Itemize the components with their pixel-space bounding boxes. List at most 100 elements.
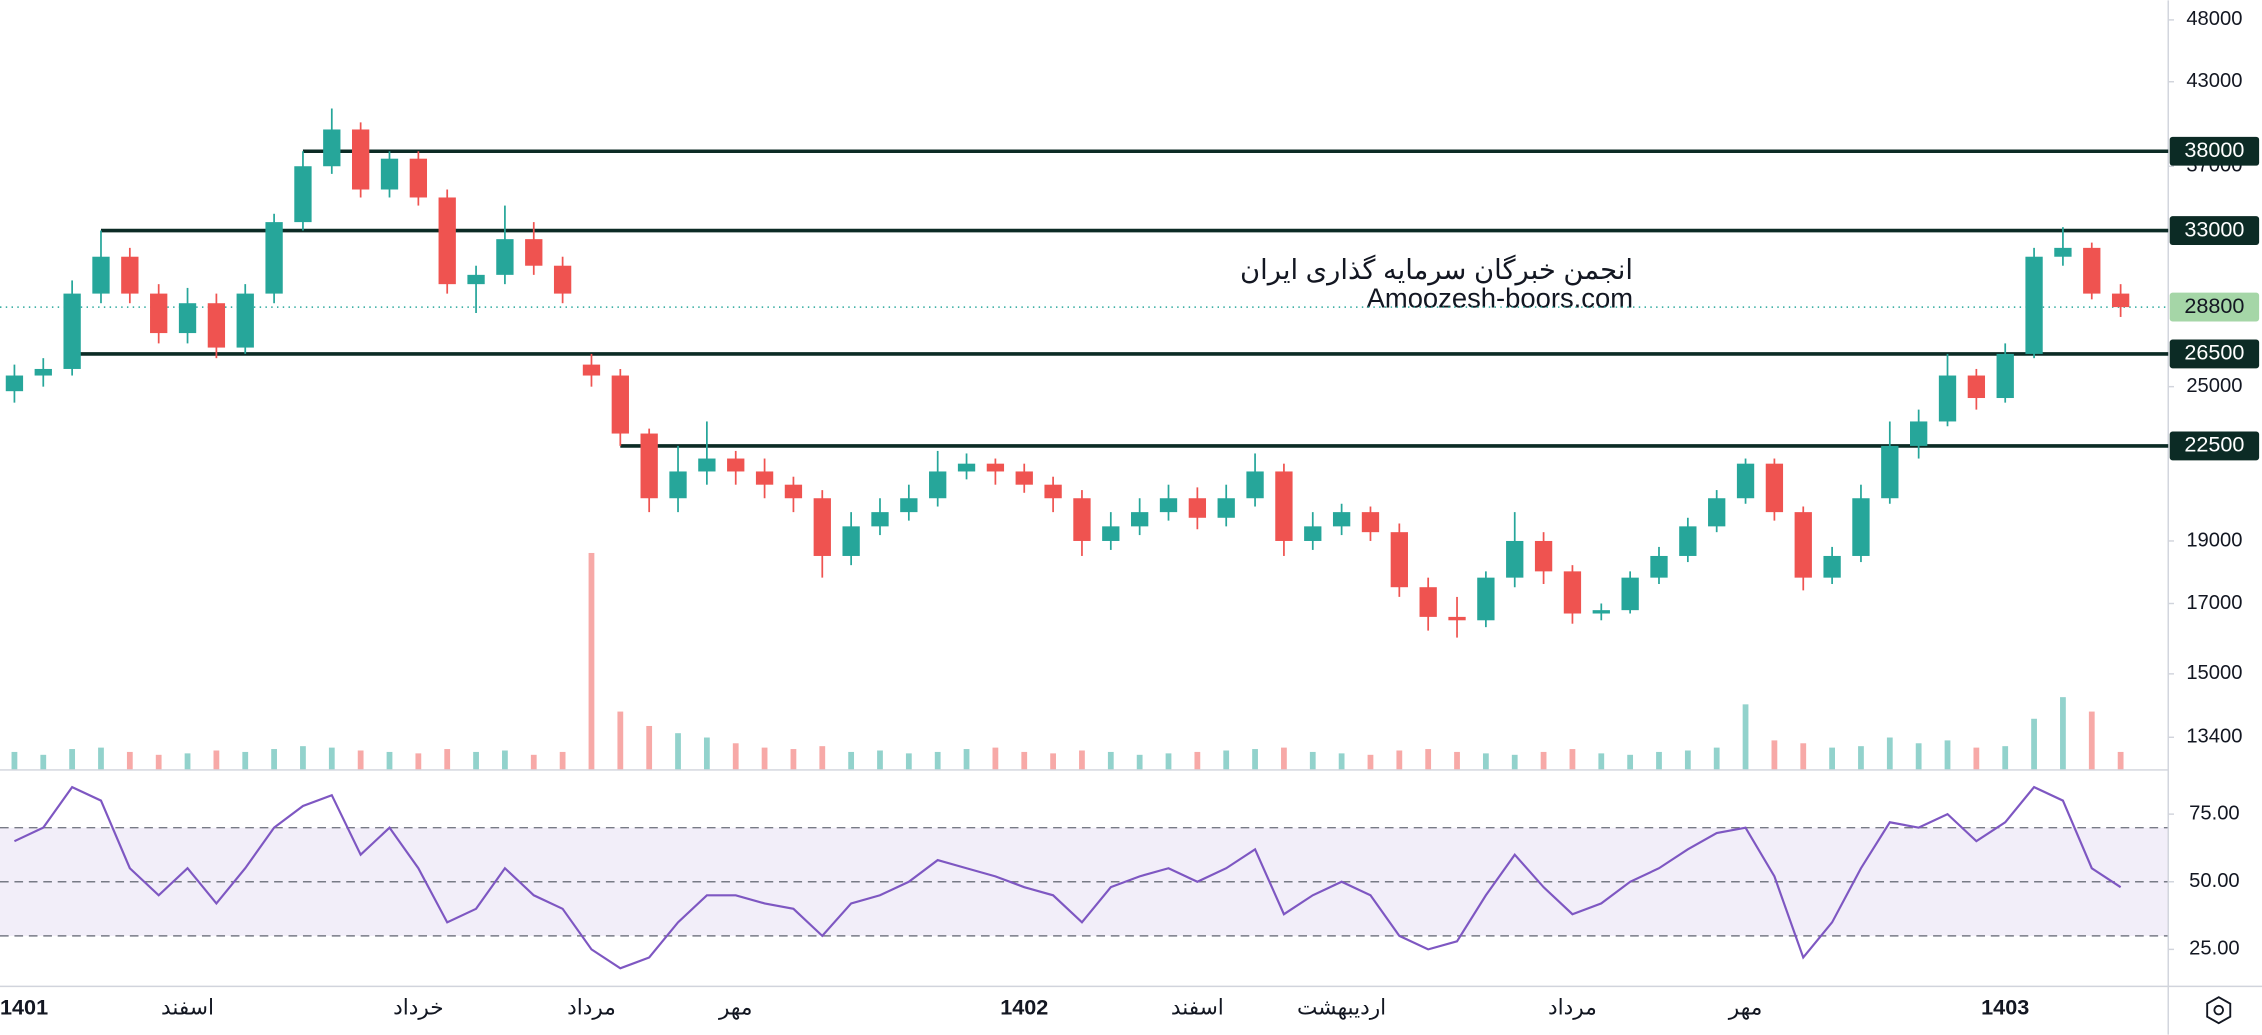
- candle-body: [1131, 512, 1149, 527]
- candle-body: [986, 463, 1005, 472]
- candle-body: [178, 303, 197, 334]
- x-tick-label: مهر: [718, 994, 752, 1019]
- x-tick-label: 1401: [0, 994, 48, 1019]
- volume-bar: [963, 749, 970, 770]
- volume-bar: [357, 750, 364, 770]
- volume-bar: [40, 754, 47, 770]
- volume-bar: [2117, 751, 2124, 770]
- volume-bar: [2031, 718, 2037, 770]
- candle-body: [553, 265, 572, 294]
- volume-bar: [415, 753, 422, 770]
- candle-body: [323, 129, 341, 167]
- candle-body: [1967, 375, 1986, 399]
- x-tick-label: مهر: [1728, 994, 1762, 1019]
- candle-body: [63, 293, 81, 369]
- candle-body: [265, 222, 283, 294]
- volume-bar: [1684, 750, 1691, 770]
- candle-body: [1650, 555, 1668, 578]
- grid-layer: [0, 826, 2169, 937]
- level-label-box: [2169, 431, 2260, 461]
- volume-bar: [1800, 743, 1807, 770]
- candle-body: [1332, 512, 1351, 527]
- candle-body: [438, 197, 456, 285]
- x-tick-label: مرداد: [567, 994, 616, 1019]
- candle-body: [1275, 471, 1293, 541]
- volume-bar: [1829, 747, 1835, 770]
- x-tick-label: اردیبهشت: [1297, 994, 1386, 1019]
- volume-bar: [300, 746, 306, 770]
- rsi-line: [13, 785, 2122, 970]
- volume-bar: [1367, 754, 1374, 770]
- volume-bar: [1742, 704, 1749, 770]
- volume-bar: [2002, 746, 2009, 770]
- volume-bar: [1050, 753, 1056, 770]
- volume-bar: [1194, 751, 1201, 770]
- candle-body: [409, 158, 428, 198]
- candle-body: [727, 458, 745, 472]
- volume-bar: [559, 751, 566, 770]
- settings-hexagon: [2206, 996, 2232, 1025]
- candle-body: [1477, 577, 1495, 621]
- volume-bar: [617, 711, 624, 770]
- candle-body: [1015, 471, 1033, 485]
- y-tick-label: 43000: [2186, 70, 2242, 92]
- volume-bar: [1713, 747, 1720, 770]
- volume-bar: [703, 737, 710, 770]
- x-tick-label: اسفند: [1171, 994, 1224, 1019]
- settings-dot: [2213, 1004, 2224, 1016]
- level-label: 38000: [2184, 137, 2244, 162]
- candle-body: [813, 498, 831, 556]
- candle-body: [1736, 463, 1755, 499]
- x-tick-label: 1402: [1000, 994, 1048, 1019]
- rsi-tick-label: 50.00: [2189, 870, 2240, 892]
- level-label-box: [2169, 339, 2260, 369]
- volume-bar: [1858, 746, 1864, 770]
- candle-body: [1679, 526, 1697, 556]
- volume-bar: [1338, 753, 1345, 770]
- y-tick-label: 25000: [2186, 375, 2242, 397]
- volume-bar: [1425, 749, 1432, 770]
- rsi-tick-label: 25.00: [2189, 938, 2240, 960]
- y-tick-label: 48000: [2186, 8, 2242, 30]
- candle-body: [2083, 247, 2101, 294]
- candle-body: [207, 303, 226, 348]
- candle-body: [1419, 587, 1437, 617]
- x-tick-label: 1403: [1981, 994, 2029, 1019]
- volume-bar: [126, 751, 133, 770]
- settings-icon[interactable]: [2206, 996, 2232, 1025]
- level-label: 33000: [2184, 216, 2244, 241]
- candle-body: [1852, 498, 1870, 556]
- volume-bar: [1915, 743, 1922, 770]
- level-label-box: [2169, 216, 2260, 245]
- volume-bar: [1944, 740, 1951, 770]
- volume-bar: [1021, 751, 1028, 770]
- watermark-line: انجمن خبرگان سرمایه گذاری ایران: [1240, 254, 1633, 286]
- rsi-tick-label: 75.00: [2189, 802, 2240, 824]
- candle-body: [957, 463, 976, 472]
- candle-body: [698, 458, 716, 472]
- y-tick-label: 17000: [2186, 592, 2242, 614]
- volume-bar: [732, 743, 739, 770]
- last-price-label: 28800: [2184, 293, 2244, 318]
- volume-bar: [1598, 753, 1605, 770]
- volume-bar: [1396, 750, 1403, 770]
- volume-bar: [761, 747, 768, 770]
- volume-bar: [1656, 751, 1662, 770]
- candle-body: [784, 484, 803, 499]
- candle-body: [351, 129, 370, 190]
- candle-body: [294, 166, 312, 223]
- volume-bar: [1569, 749, 1576, 770]
- volume-bar: [1511, 754, 1518, 770]
- candle-body: [1996, 353, 2014, 399]
- volume-bar: [1771, 740, 1778, 770]
- last-price-box: [2169, 292, 2260, 322]
- candle-body: [1361, 512, 1380, 533]
- volume-bar: [819, 746, 826, 770]
- candle-body: [842, 526, 860, 556]
- volume-bar: [213, 750, 220, 770]
- volume-bar: [1540, 751, 1547, 770]
- volume-bar: [1107, 751, 1114, 770]
- candle-body: [1044, 484, 1062, 499]
- volume-bar: [1223, 750, 1230, 770]
